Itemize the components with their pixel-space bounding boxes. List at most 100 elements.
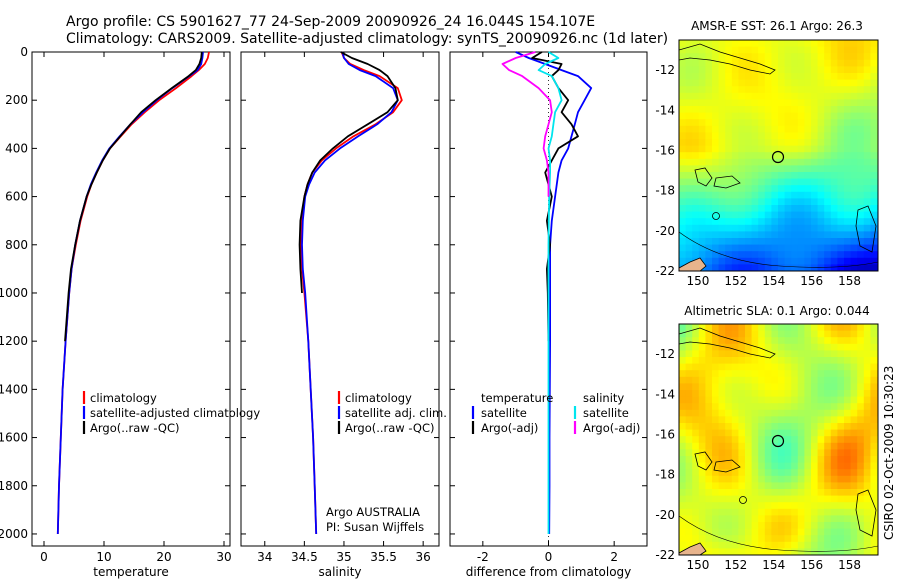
sla-grid-cell: [863, 541, 871, 549]
sst-grid-cell: [784, 238, 792, 245]
sst-grid-cell: [844, 165, 851, 173]
sst-grid-cell: [731, 139, 739, 146]
sst-grid-cell: [870, 251, 878, 259]
sla-grid-cell: [837, 343, 845, 351]
sla-grid-cell: [837, 502, 845, 510]
sst-grid-cell: [850, 119, 858, 127]
sla-grid-cell: [850, 324, 858, 331]
sla-grid-cell: [698, 396, 706, 404]
sla-grid-cell: [804, 515, 812, 523]
sla-grid-cell: [685, 429, 693, 437]
sla-grid-cell: [863, 495, 871, 503]
sst-map-xtick-label: 158: [838, 274, 861, 288]
sla-grid-cell: [850, 423, 858, 430]
sst-grid-cell: [745, 79, 752, 87]
sla-grid-cell: [698, 482, 706, 490]
sst-grid-cell: [712, 92, 719, 100]
sla-grid-cell: [771, 489, 779, 496]
sst-grid-cell: [718, 172, 726, 179]
sst-grid-cell: [745, 119, 752, 127]
sla-grid-cell: [731, 528, 739, 536]
sst-grid-cell: [679, 218, 686, 226]
sst-grid-cell: [751, 205, 759, 212]
sst-grid-cell: [731, 211, 739, 219]
sst-grid-cell: [778, 224, 785, 232]
sla-grid-cell: [725, 528, 733, 536]
sst-grid-cell: [771, 158, 779, 166]
sst-grid-cell: [837, 257, 845, 265]
sla-grid-cell: [811, 370, 818, 378]
sst-grid-cell: [804, 86, 812, 94]
sla-grid-cell: [758, 383, 766, 391]
depth-tick-label: 0: [20, 45, 28, 59]
sla-grid-cell: [751, 456, 759, 463]
sst-grid-cell: [844, 224, 851, 232]
sst-isobath: [679, 231, 878, 268]
sst-grid-cell: [705, 92, 713, 100]
sst-grid-cell: [679, 73, 686, 80]
sla-grid-cell: [830, 489, 838, 496]
sla-grid-cell: [857, 350, 865, 358]
sst-grid-cell: [844, 264, 851, 271]
sst-grid-cell: [817, 119, 825, 127]
sst-grid-cell: [830, 264, 838, 271]
sla-grid-cell: [738, 508, 746, 516]
sst-grid-cell: [751, 40, 759, 47]
sst-grid-cell: [870, 145, 878, 153]
sst-grid-cell: [863, 145, 871, 153]
sst-grid-cell: [712, 224, 719, 232]
sla-grid-cell: [791, 502, 799, 510]
sla-grid-cell: [751, 489, 759, 496]
sla-grid-cell: [804, 442, 812, 450]
sla-grid-cell: [712, 376, 719, 384]
sst-grid-cell: [857, 257, 865, 265]
sst-grid-cell: [791, 205, 799, 212]
sst-grid-cell: [811, 40, 818, 47]
sst-grid-cell: [784, 231, 792, 239]
sst-grid-cell: [870, 257, 878, 265]
sst-grid-cell: [857, 264, 865, 271]
sst-grid-cell: [771, 231, 779, 239]
sst-grid-cell: [771, 73, 779, 80]
sst-grid-cell: [712, 125, 719, 133]
sst-grid-cell: [837, 59, 845, 67]
sst-grid-cell: [751, 185, 759, 193]
sst-grid-cell: [692, 165, 700, 173]
sla-grid-cell: [804, 383, 812, 391]
sst-grid-cell: [863, 244, 871, 252]
sst-grid-cell: [764, 53, 772, 61]
sla-grid-cell: [692, 363, 700, 371]
sst-grid-cell: [870, 158, 878, 166]
sla-grid-cell: [791, 541, 799, 549]
sla-grid-cell: [758, 482, 766, 490]
sst-grid-cell: [784, 178, 792, 186]
sst-grid-cell: [751, 86, 759, 94]
sla-grid-cell: [764, 403, 772, 411]
sla-grid-cell: [870, 442, 878, 450]
sla-grid-cell: [698, 489, 706, 496]
sla-grid-cell: [784, 383, 792, 391]
sla-grid-cell: [771, 376, 779, 384]
sla-grid-cell: [731, 370, 739, 378]
sst-grid-cell: [797, 46, 805, 54]
sla-grid-cell: [738, 456, 746, 463]
sst-grid-cell: [824, 244, 832, 252]
sst-grid-cell: [817, 205, 825, 212]
sst-grid-cell: [804, 53, 812, 61]
sla-grid-cell: [731, 508, 739, 516]
sst-grid-cell: [797, 119, 805, 127]
sla-grid-cell: [850, 390, 858, 397]
sst-grid-cell: [738, 119, 746, 127]
sst-grid-cell: [817, 158, 825, 166]
sla-grid-cell: [811, 515, 818, 523]
sla-grid-cell: [764, 416, 772, 424]
sla-grid-cell: [870, 376, 878, 384]
sla-map-ytick-label: -14: [655, 387, 675, 401]
sla-grid-cell: [692, 456, 700, 463]
sla-grid-cell: [685, 330, 693, 338]
sst-grid-cell: [824, 231, 832, 239]
sst-grid-cell: [844, 172, 851, 179]
sst-grid-cell: [824, 191, 832, 199]
sla-grid-cell: [758, 324, 766, 331]
sla-grid-cell: [784, 462, 792, 470]
